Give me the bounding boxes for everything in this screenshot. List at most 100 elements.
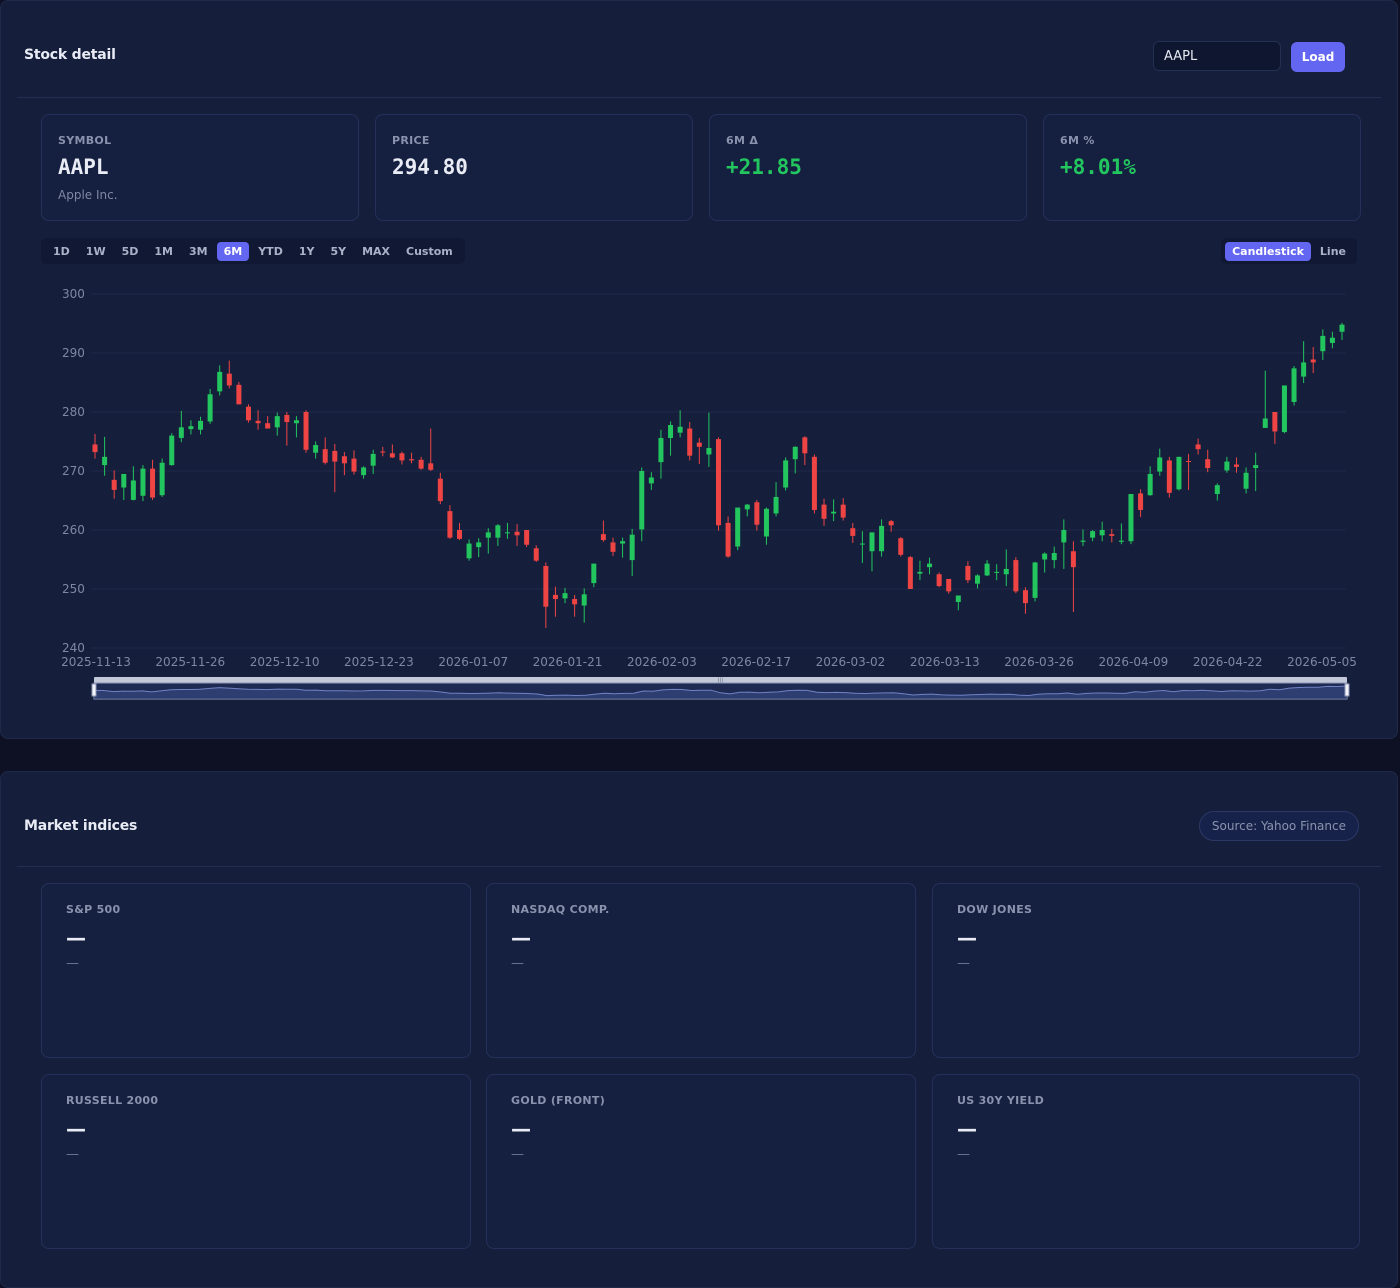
index-card-russell-2000: RUSSELL 2000 — — bbox=[41, 1074, 471, 1249]
candle-body bbox=[1128, 494, 1134, 542]
y-tick-label: 290 bbox=[62, 346, 85, 360]
candle-body bbox=[370, 453, 376, 466]
navigator-right-handle[interactable] bbox=[1344, 683, 1350, 697]
load-button[interactable]: Load bbox=[1291, 42, 1345, 72]
candle-body bbox=[1032, 562, 1038, 598]
index-value: — bbox=[511, 1117, 531, 1141]
candle-body bbox=[322, 449, 328, 463]
index-card-dow-jones: DOW JONES — — bbox=[932, 883, 1360, 1058]
navigator-left-handle[interactable] bbox=[91, 683, 97, 697]
candle-body bbox=[716, 439, 721, 526]
candle-body bbox=[1176, 456, 1182, 490]
candle-body bbox=[1262, 418, 1268, 428]
index-card-nasdaq: NASDAQ COMP. — — bbox=[486, 883, 916, 1058]
candle-body bbox=[188, 426, 194, 430]
candle-body bbox=[169, 435, 175, 466]
candle-body bbox=[255, 420, 261, 424]
y-tick-label: 280 bbox=[62, 405, 85, 419]
candle-body bbox=[668, 424, 674, 438]
candle-body bbox=[1301, 362, 1307, 377]
candle-body bbox=[150, 468, 156, 498]
range-1w-button[interactable]: 1W bbox=[85, 244, 106, 258]
range-6m-button[interactable]: 6M bbox=[216, 241, 250, 261]
candle-body bbox=[1329, 337, 1335, 343]
candle-body bbox=[457, 530, 463, 539]
range-ytd-button[interactable]: YTD bbox=[258, 244, 283, 258]
candle-body bbox=[293, 420, 299, 424]
candle-body bbox=[1138, 493, 1144, 510]
index-value: — bbox=[957, 1117, 977, 1141]
candle-body bbox=[303, 412, 309, 450]
stat-value: +8.01% bbox=[1060, 155, 1136, 179]
candle-body bbox=[447, 511, 453, 538]
candle-body bbox=[965, 565, 971, 581]
percent-stat-card: 6M % +8.01% bbox=[1043, 114, 1361, 221]
candle-body bbox=[1320, 335, 1326, 352]
candle-body bbox=[591, 563, 597, 584]
candle-body bbox=[1281, 385, 1287, 433]
candle-body bbox=[984, 563, 990, 576]
chart-type-candlestick-button[interactable]: Candlestick bbox=[1225, 241, 1311, 261]
navigator-grip-icon: ||| bbox=[717, 678, 723, 685]
range-custom-button[interactable]: Custom bbox=[406, 244, 453, 258]
candle-body bbox=[217, 371, 223, 392]
candle-body bbox=[1109, 534, 1115, 536]
range-1y-button[interactable]: 1Y bbox=[298, 244, 315, 258]
market-indices-header bbox=[17, 772, 1381, 867]
range-max-button[interactable]: MAX bbox=[362, 244, 391, 258]
candle-body bbox=[802, 437, 808, 454]
x-tick-label: 2025-12-23 bbox=[344, 655, 414, 669]
candle-body bbox=[1013, 560, 1019, 592]
stock-detail-panel: Stock detail Load SYMBOL AAPL Apple Inc.… bbox=[0, 0, 1398, 739]
candle-body bbox=[274, 416, 280, 428]
candle-body bbox=[524, 530, 530, 545]
index-change: — bbox=[511, 956, 524, 971]
candle-body bbox=[773, 496, 779, 514]
candle-body bbox=[543, 565, 549, 607]
candle-body bbox=[389, 453, 395, 458]
candle-body bbox=[1003, 568, 1009, 575]
stat-value: AAPL bbox=[58, 155, 109, 179]
navigator-scrollbar bbox=[94, 677, 1347, 683]
candle-body bbox=[974, 575, 980, 584]
stat-label: SYMBOL bbox=[58, 134, 112, 147]
range-3m-button[interactable]: 3M bbox=[189, 244, 208, 258]
stat-value: 294.80 bbox=[392, 155, 468, 179]
candle-body bbox=[111, 479, 117, 490]
candle-body bbox=[811, 456, 817, 510]
stock-detail-title: Stock detail bbox=[24, 47, 116, 63]
index-change: — bbox=[66, 1147, 79, 1162]
index-change: — bbox=[957, 1147, 970, 1162]
candle-body bbox=[1214, 485, 1220, 495]
range-1m-button[interactable]: 1M bbox=[154, 244, 173, 258]
candle-body bbox=[581, 594, 587, 606]
range-5d-button[interactable]: 5D bbox=[121, 244, 139, 258]
candle-body bbox=[236, 384, 242, 405]
candle-body bbox=[898, 538, 904, 555]
x-tick-label: 2026-03-13 bbox=[910, 655, 980, 669]
chart-type-line-button[interactable]: Line bbox=[1319, 244, 1346, 258]
y-tick-label: 250 bbox=[62, 582, 85, 596]
candle-body bbox=[121, 473, 127, 488]
ticker-input[interactable] bbox=[1153, 41, 1281, 71]
candle-body bbox=[245, 406, 251, 421]
candle-body bbox=[1118, 540, 1124, 542]
candle-body bbox=[437, 478, 443, 502]
candle-body bbox=[514, 531, 520, 536]
chart-type-selector: Candlestick Line bbox=[1221, 238, 1357, 264]
candle-body bbox=[600, 534, 606, 541]
candle-body bbox=[102, 456, 108, 466]
candle-body bbox=[409, 459, 415, 461]
candle-body bbox=[1224, 461, 1230, 471]
range-1d-button[interactable]: 1D bbox=[53, 244, 70, 258]
candle-body bbox=[763, 508, 769, 537]
candle-body bbox=[936, 574, 942, 587]
range-5y-button[interactable]: 5Y bbox=[330, 244, 347, 258]
candle-body bbox=[1233, 464, 1239, 467]
candle-body bbox=[552, 594, 558, 600]
candle-body bbox=[399, 453, 405, 461]
candle-body bbox=[1291, 368, 1297, 402]
candle-body bbox=[696, 442, 702, 447]
candle-body bbox=[629, 534, 635, 561]
index-label: GOLD (FRONT) bbox=[511, 1094, 606, 1107]
